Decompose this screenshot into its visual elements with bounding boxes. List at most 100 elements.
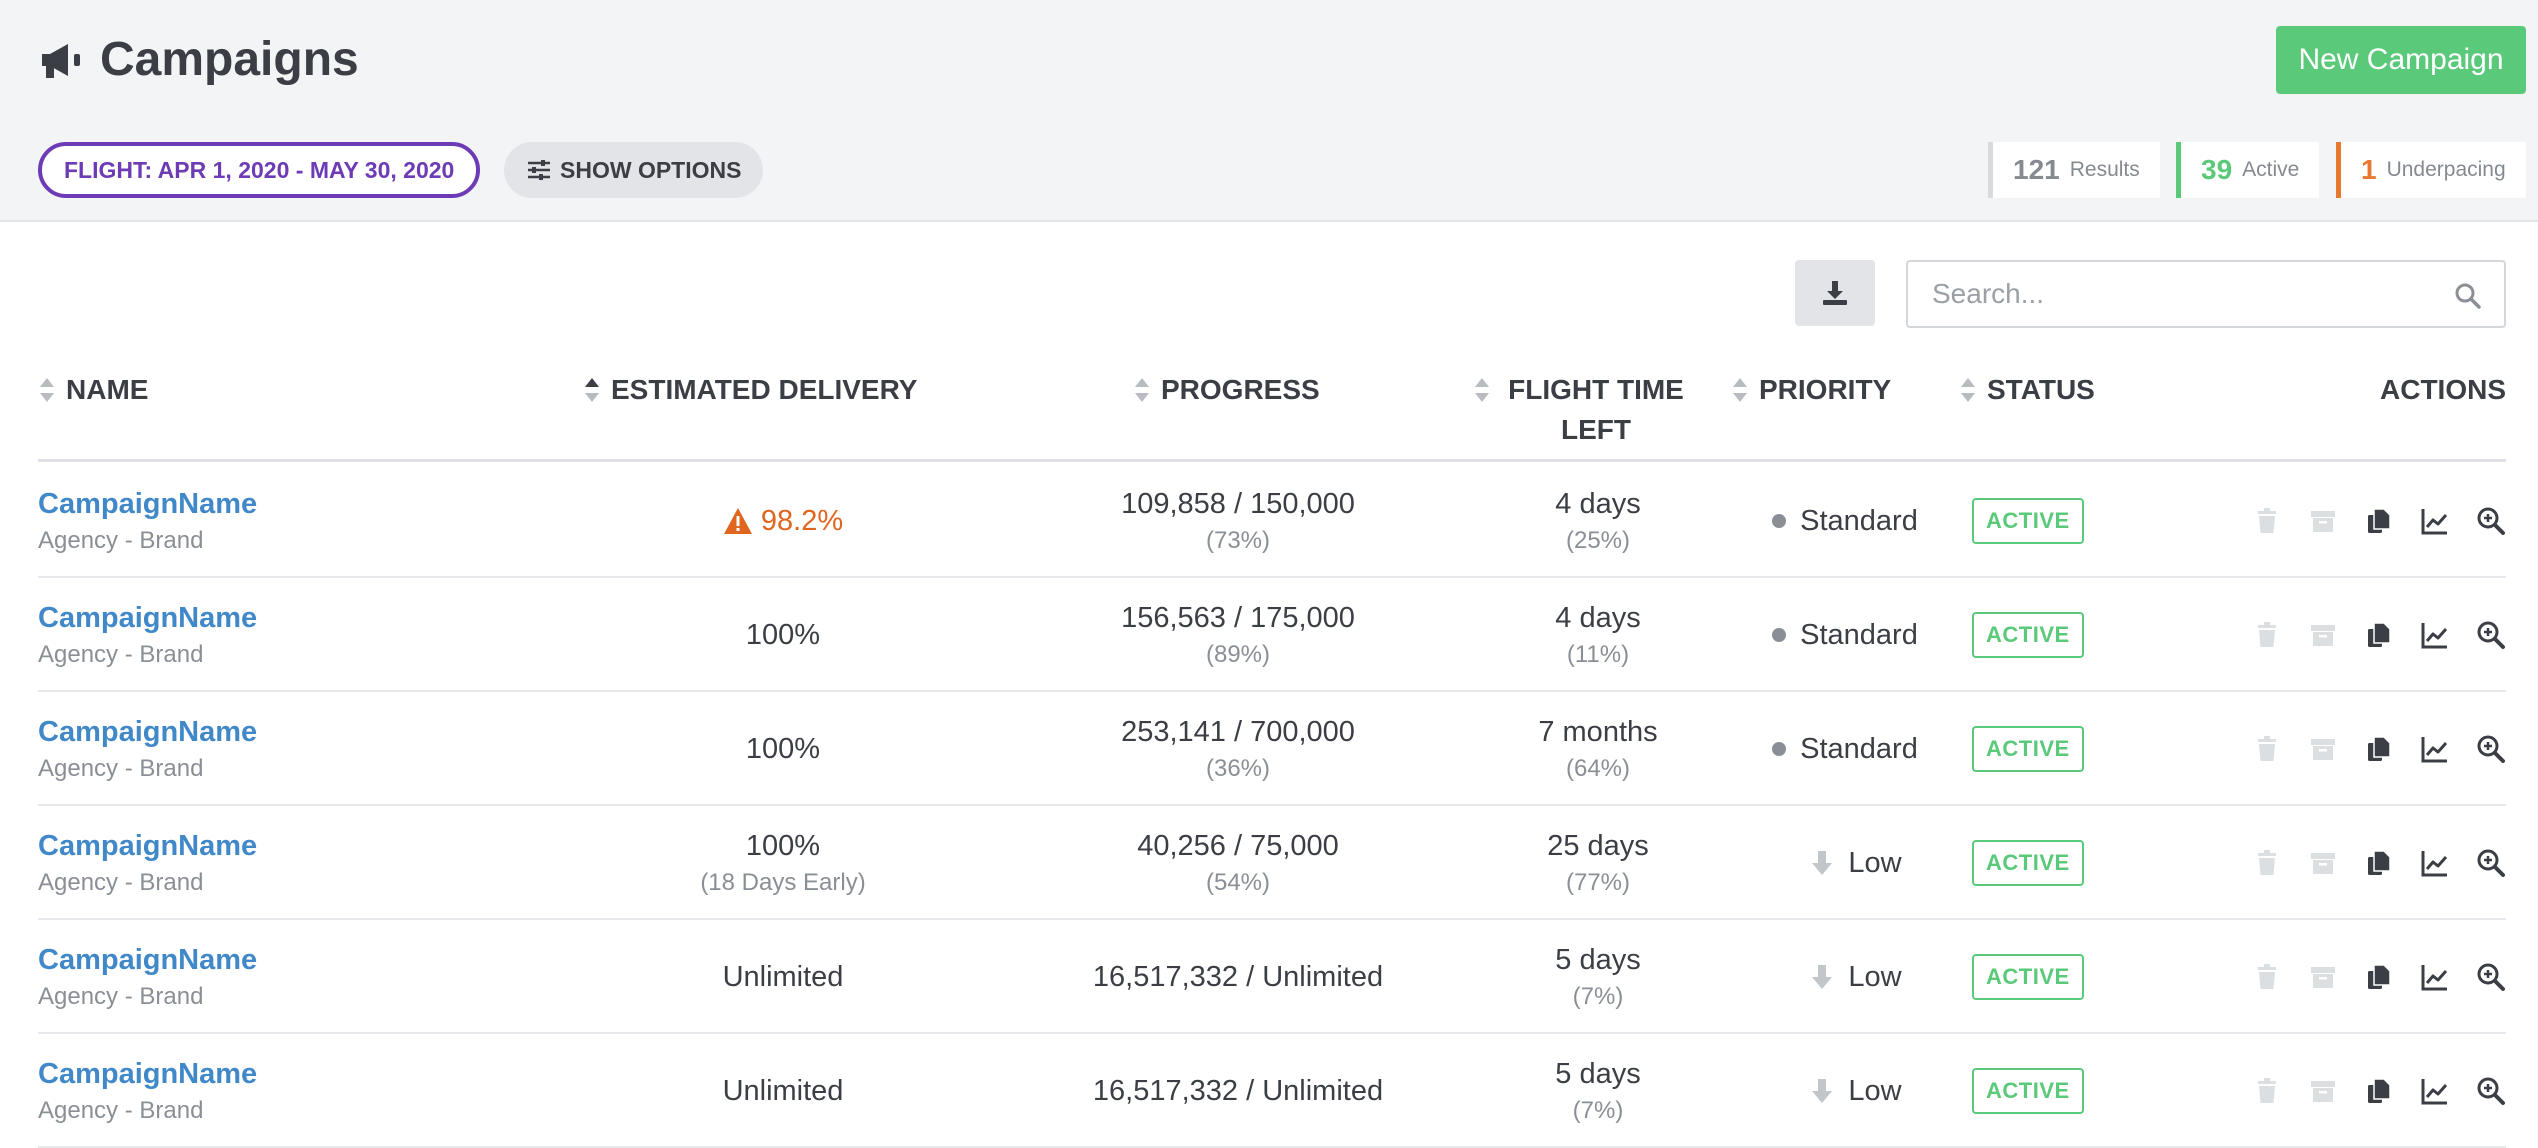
new-campaign-button[interactable]: New Campaign [2276,26,2526,94]
trash-icon[interactable] [2252,506,2282,536]
campaign-agency-brand: Agency - Brand [38,754,204,782]
archive-icon[interactable] [2308,506,2338,536]
estimated-delivery-value: Unlimited [722,1074,844,1107]
zoom-in-icon[interactable] [2476,620,2506,650]
zoom-in-icon[interactable] [2476,506,2506,536]
priority-cell: Standard [1734,464,1954,578]
flight-time-percent: (25%) [1565,526,1631,554]
estimated-delivery-value: 100% [745,829,821,862]
show-options-button[interactable]: SHOW OPTIONS [504,142,764,198]
flight-date-filter[interactable]: FLIGHT: APR 1, 2020 - MAY 30, 2020 [38,142,481,198]
column-header-progress[interactable]: PROGRESS [1133,370,1320,410]
underpacing-count: 1 [2361,154,2377,185]
archive-icon[interactable] [2308,848,2338,878]
results-count-stat: 121 Results [1988,142,2160,198]
copy-icon[interactable] [2364,506,2394,536]
column-header-actions: ACTIONS [2380,370,2506,410]
priority-label: Standard [1800,732,1918,765]
status-cell: ACTIVE [1972,578,2172,692]
archive-icon[interactable] [2308,1076,2338,1106]
progress-percent: (54%) [1205,868,1271,896]
download-icon [1823,281,1847,305]
copy-icon[interactable] [2364,848,2394,878]
column-header-progress-label: PROGRESS [1161,374,1320,405]
archive-icon[interactable] [2308,734,2338,764]
campaign-agency-brand: Agency - Brand [38,1096,204,1124]
delivery-warning: 98.2% [723,505,843,538]
priority-cell: Low [1734,920,1954,1034]
zoom-in-icon[interactable] [2476,962,2506,992]
sort-ascending-icon [585,378,599,402]
underpacing-label: Underpacing [2386,158,2506,181]
trash-icon[interactable] [2252,620,2282,650]
copy-icon[interactable] [2364,1076,2394,1106]
campaign-name-link[interactable]: CampaignName [38,487,258,520]
campaign-agency-brand: Agency - Brand [38,982,204,1010]
underpacing-count-stat[interactable]: 1 Underpacing [2336,142,2526,198]
progress-value: 109,858 / 150,000 [1121,487,1355,520]
progress-percent: (89%) [1205,640,1271,668]
campaign-name-cell: CampaignName Agency - Brand [38,1034,458,1148]
actions-cell [2238,806,2506,920]
chart-line-icon[interactable] [2420,506,2450,536]
trash-icon[interactable] [2252,1076,2282,1106]
priority-label: Low [1848,960,1902,993]
chart-line-icon[interactable] [2420,1076,2450,1106]
active-count-stat[interactable]: 39 Active [2176,142,2320,198]
active-label: Active [2242,158,2300,181]
download-button[interactable] [1795,260,1875,326]
progress-value: 253,141 / 700,000 [1121,715,1355,748]
column-header-name[interactable]: NAME [38,370,148,410]
sort-icon [1961,378,1975,402]
search-input[interactable] [1908,262,2504,326]
column-header-estimated-delivery[interactable]: ESTIMATED DELIVERY [583,370,917,410]
zoom-in-icon[interactable] [2476,734,2506,764]
sort-icon [40,378,54,402]
archive-icon[interactable] [2308,962,2338,992]
zoom-in-icon[interactable] [2476,1076,2506,1106]
trash-icon[interactable] [2252,734,2282,764]
campaign-agency-brand: Agency - Brand [38,640,204,668]
campaign-name-link[interactable]: CampaignName [38,715,258,748]
copy-icon[interactable] [2364,620,2394,650]
flight-time-value: 4 days [1555,601,1641,634]
campaign-name-cell: CampaignName Agency - Brand [38,464,458,578]
priority-cell: Standard [1734,578,1954,692]
chart-line-icon[interactable] [2420,848,2450,878]
chart-line-icon[interactable] [2420,734,2450,764]
estimated-delivery-note: (18 Days Early) [700,868,866,896]
arrow-down-icon [1812,965,1833,989]
priority-label: Standard [1800,504,1918,537]
priority-dot-icon [1772,742,1787,756]
flight-time-percent: (7%) [1572,982,1624,1010]
sort-icon [1733,378,1747,402]
column-header-priority[interactable]: PRIORITY [1731,370,1891,410]
chart-line-icon[interactable] [2420,620,2450,650]
status-badge: ACTIVE [1972,954,2084,1000]
campaign-name-link[interactable]: CampaignName [38,943,258,976]
campaign-name-link[interactable]: CampaignName [38,601,258,634]
search-icon[interactable] [2454,282,2482,310]
flight-time-percent: (11%) [1566,640,1630,668]
status-badge: ACTIVE [1972,1068,2084,1114]
zoom-in-icon[interactable] [2476,848,2506,878]
copy-icon[interactable] [2364,734,2394,764]
copy-icon[interactable] [2364,962,2394,992]
trash-icon[interactable] [2252,962,2282,992]
archive-icon[interactable] [2308,620,2338,650]
actions-cell [2238,692,2506,806]
priority-cell: Low [1734,1034,1954,1148]
progress-value: 40,256 / 75,000 [1137,829,1339,862]
priority-dot-icon [1772,514,1787,528]
flight-time-cell: 5 days (7%) [1448,920,1748,1034]
flight-time-value: 7 months [1538,715,1658,748]
estimated-delivery-cell: 98.2% [558,464,1008,578]
trash-icon[interactable] [2252,848,2282,878]
campaign-name-link[interactable]: CampaignName [38,1057,258,1090]
status-badge: ACTIVE [1972,498,2084,544]
estimated-delivery-cell: 100% (18 Days Early) [558,806,1008,920]
campaign-name-link[interactable]: CampaignName [38,829,258,862]
column-header-status[interactable]: STATUS [1959,370,2095,410]
chart-line-icon[interactable] [2420,962,2450,992]
column-header-flight-time-left[interactable]: FLIGHT TIME LEFT [1473,370,1723,450]
